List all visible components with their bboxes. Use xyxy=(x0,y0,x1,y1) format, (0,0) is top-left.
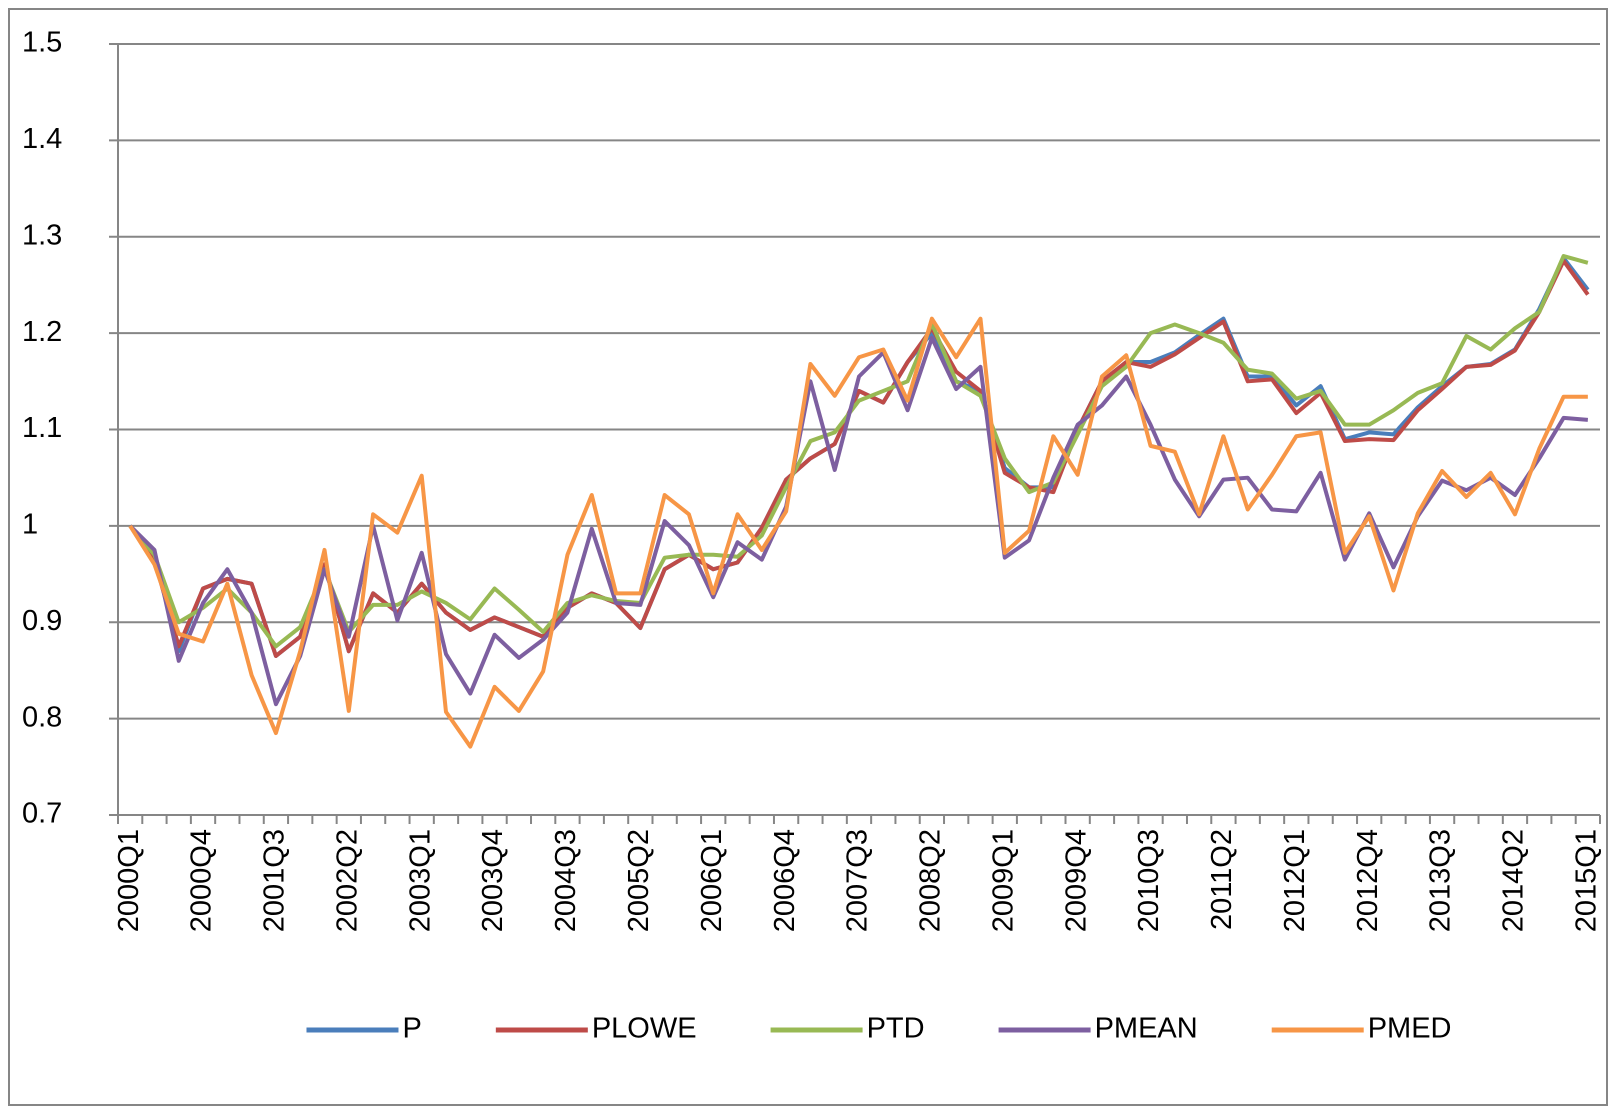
x-tick-label: 2012Q1 xyxy=(1279,829,1311,932)
x-tick-label: 2004Q3 xyxy=(550,829,582,932)
y-tick-label: 1.3 xyxy=(22,219,62,251)
line-series xyxy=(128,258,1590,658)
x-tick-label: 2015Q1 xyxy=(1571,829,1603,932)
y-tick-label: 1.4 xyxy=(22,123,62,155)
y-tick-label: 0.7 xyxy=(22,798,62,830)
legend-label: PMEAN xyxy=(1095,1013,1198,1045)
line-series xyxy=(128,254,1589,649)
x-tick-label: 2006Q1 xyxy=(696,829,728,932)
x-tick-label: 2001Q3 xyxy=(259,829,291,932)
legend-label: PMED xyxy=(1368,1013,1452,1045)
x-tick-label: 2003Q1 xyxy=(404,829,436,932)
y-tick-label: 1.2 xyxy=(22,316,62,348)
x-tick-label: 2008Q2 xyxy=(915,829,947,932)
x-tick-label: 2003Q4 xyxy=(477,829,509,932)
legend: P PLOWE PTD PMEAN PMED xyxy=(306,1013,1452,1045)
y-tick-label: 0.8 xyxy=(22,701,62,733)
x-tick-label: 2014Q2 xyxy=(1498,829,1530,932)
x-tick-label: 2013Q3 xyxy=(1425,829,1457,932)
y-tick-label: 1.1 xyxy=(22,412,62,444)
y-tick-label: 0.9 xyxy=(22,605,62,637)
x-tick-label: 2009Q1 xyxy=(987,829,1019,932)
y-tick-label: 1 xyxy=(22,509,38,541)
line-series xyxy=(128,316,1588,749)
legend-label: PTD xyxy=(867,1013,925,1045)
x-tick-label: 2005Q2 xyxy=(623,829,655,932)
x-tick-label: 2002Q2 xyxy=(331,829,363,932)
legend-label: P xyxy=(402,1013,421,1045)
y-tick-label: 1.5 xyxy=(22,27,62,59)
x-tick-label: 2006Q4 xyxy=(769,829,801,932)
x-tick-label: 2000Q4 xyxy=(186,829,218,932)
x-tick-label: 2009Q4 xyxy=(1060,829,1092,932)
x-tick-label: 2010Q3 xyxy=(1133,829,1165,932)
legend-label: PLOWE xyxy=(592,1013,697,1045)
x-tick-label: 2000Q1 xyxy=(113,829,145,932)
chart-border xyxy=(8,8,1608,1106)
x-tick-label: 2007Q3 xyxy=(842,829,874,932)
x-tick-label: 2011Q2 xyxy=(1206,829,1238,930)
x-tick-label: 2012Q4 xyxy=(1352,829,1384,932)
